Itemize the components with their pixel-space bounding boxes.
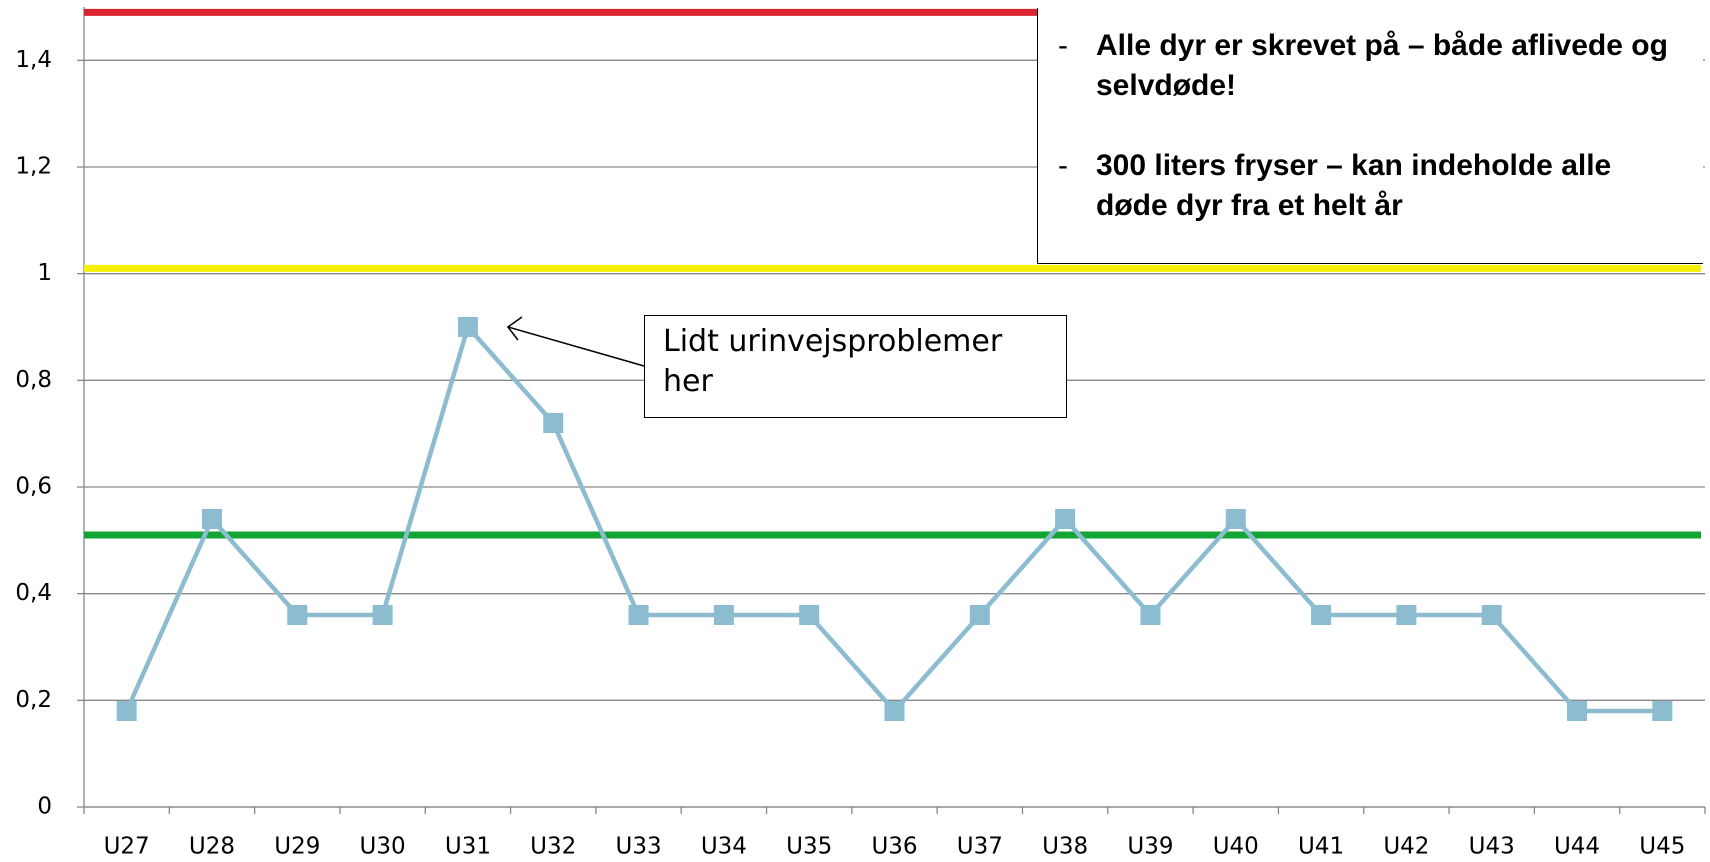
point-marker <box>372 605 393 625</box>
point-marker <box>884 701 905 721</box>
note-box: - Alle dyr er skrevet på – både aflivede … <box>1037 8 1703 264</box>
note-text: 300 liters fryser – kan indeholde alle d… <box>1096 149 1612 222</box>
point-marker <box>1396 605 1417 625</box>
x-tick-label: U33 <box>615 834 661 860</box>
point-marker <box>1652 701 1673 721</box>
x-tick-label: U39 <box>1127 834 1173 860</box>
point-marker <box>1481 605 1502 625</box>
y-tick-label: 0,8 <box>15 367 52 393</box>
y-tick-label: 0,2 <box>15 687 52 713</box>
point-marker <box>543 413 564 433</box>
x-tick-label: U42 <box>1383 834 1429 860</box>
point-marker <box>457 317 478 337</box>
x-tick-label: U36 <box>871 834 917 860</box>
x-tick-label: U35 <box>786 834 832 860</box>
note-text: Alle dyr er skrevet på – både aflivede o… <box>1096 29 1668 102</box>
y-tick-label: 0 <box>37 794 52 820</box>
x-tick-label: U29 <box>274 834 320 860</box>
y-tick-label: 0,6 <box>15 474 52 500</box>
point-marker <box>201 509 222 529</box>
x-tick-label: U43 <box>1469 834 1515 860</box>
x-tick-label: U44 <box>1554 834 1600 860</box>
x-tick-label: U41 <box>1298 834 1344 860</box>
x-tick-label: U38 <box>1042 834 1088 860</box>
y-tick-label: 1 <box>37 260 52 286</box>
point-marker <box>799 605 820 625</box>
x-tick-label: U28 <box>189 834 235 860</box>
x-tick-label: U31 <box>445 834 491 860</box>
point-marker <box>1567 701 1588 721</box>
x-tick-label: U30 <box>360 834 406 860</box>
point-marker <box>1311 605 1332 625</box>
x-tick-label: U32 <box>530 834 576 860</box>
y-tick-label: 1,4 <box>15 47 52 73</box>
arrow-head <box>506 316 523 341</box>
annotation-arrow <box>507 326 645 367</box>
note-item: - Alle dyr er skrevet på – både aflivede … <box>1058 26 1683 106</box>
point-marker <box>1140 605 1161 625</box>
y-tick-label: 1,2 <box>15 154 52 180</box>
point-marker <box>116 701 137 721</box>
annotation-box: Lidt urinvejsproblemer her <box>644 315 1067 418</box>
bullet: - <box>1058 149 1068 182</box>
point-marker <box>713 605 734 625</box>
point-marker <box>1225 509 1246 529</box>
bullet: - <box>1058 29 1068 62</box>
point-marker <box>969 605 990 625</box>
point-marker <box>628 605 649 625</box>
point-marker <box>1055 509 1076 529</box>
x-tick-label: U45 <box>1639 834 1685 860</box>
x-tick-label: U40 <box>1213 834 1259 860</box>
y-tick-label: 0,4 <box>15 580 52 606</box>
x-tick-label: U37 <box>957 834 1003 860</box>
point-marker <box>287 605 308 625</box>
x-tick-label: U27 <box>104 834 150 860</box>
x-tick-label: U34 <box>701 834 747 860</box>
note-item: -300 liters fryser – kan indeholde alle … <box>1058 146 1683 226</box>
